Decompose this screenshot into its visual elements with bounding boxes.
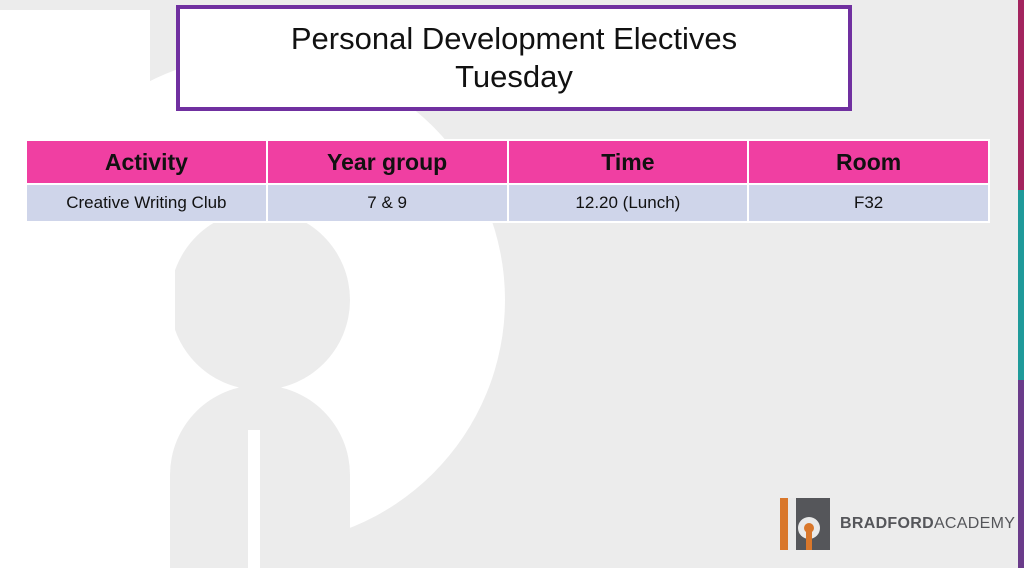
electives-table: Activity Year group Time Room Creative W…	[25, 139, 990, 223]
brand-name: BRADFORDACADEMY	[840, 515, 1015, 533]
edge-accent-bar-middle	[1018, 190, 1024, 380]
slide-title: Personal Development Electives	[290, 21, 738, 56]
column-header-time: Time	[506, 139, 750, 185]
cell-year-group: 7 & 9	[265, 183, 509, 223]
bradford-academy-logo: BRADFORDACADEMY	[780, 498, 1015, 550]
column-header-room: Room	[747, 139, 990, 185]
cell-time: 12.20 (Lunch)	[506, 183, 750, 223]
brand-name-regular: ACADEMY	[933, 515, 1016, 532]
edge-accent-bar-top	[1018, 0, 1024, 190]
slide-title-box: Personal Development Electives Tuesday	[176, 5, 852, 111]
slide-subtitle-day: Tuesday	[455, 59, 573, 94]
cell-activity: Creative Writing Club	[25, 183, 268, 223]
column-header-activity: Activity	[25, 139, 268, 185]
table-row: Creative Writing Club 7 & 9 12.20 (Lunch…	[25, 183, 990, 223]
cell-room: F32	[747, 183, 990, 223]
column-header-year-group: Year group	[265, 139, 509, 185]
bradford-academy-logo-icon	[780, 498, 830, 550]
table-header-row: Activity Year group Time Room	[25, 139, 990, 185]
edge-accent-bar-bottom	[1018, 380, 1024, 568]
brand-name-bold: BRADFORD	[840, 515, 934, 532]
